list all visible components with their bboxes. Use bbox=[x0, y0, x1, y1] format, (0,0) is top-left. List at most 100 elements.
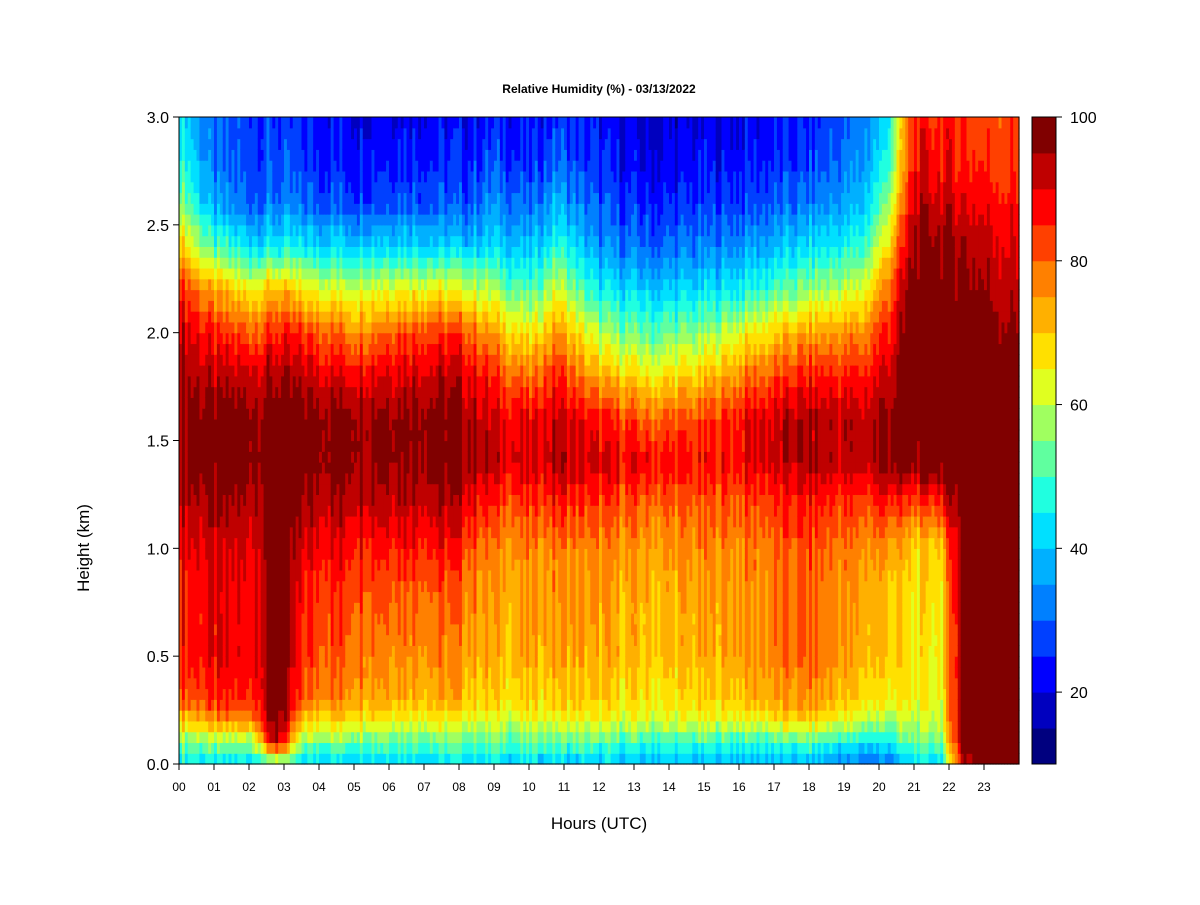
heatmap-cell bbox=[298, 569, 303, 582]
heatmap-cell bbox=[307, 602, 311, 614]
heatmap-cell bbox=[260, 569, 265, 582]
heatmap-cell bbox=[181, 408, 186, 420]
heatmap-cell bbox=[208, 742, 212, 754]
heatmap-cell bbox=[228, 278, 233, 291]
heatmap-cell bbox=[292, 731, 297, 744]
heatmap-cell bbox=[286, 526, 291, 539]
heatmap-cell bbox=[214, 656, 218, 668]
heatmap-cell bbox=[249, 753, 253, 765]
heatmap-cell bbox=[269, 343, 273, 355]
heatmap-cell bbox=[269, 483, 273, 496]
heatmap-cell bbox=[181, 354, 186, 366]
heatmap-cell bbox=[304, 311, 308, 323]
heatmap-cell bbox=[240, 451, 244, 463]
heatmap-cell bbox=[292, 278, 297, 291]
heatmap-cell bbox=[243, 537, 247, 549]
heatmap-cell bbox=[284, 710, 288, 722]
heatmap-cell bbox=[208, 494, 212, 506]
heatmap-cell bbox=[289, 559, 294, 571]
heatmap-cell bbox=[304, 170, 308, 183]
heatmap-cell bbox=[257, 365, 262, 377]
heatmap-cell bbox=[254, 343, 259, 355]
heatmap-cell bbox=[228, 483, 233, 496]
heatmap-cell bbox=[190, 354, 195, 366]
heatmap-cell bbox=[316, 429, 320, 442]
heatmap-cell bbox=[275, 397, 279, 409]
heatmap-cell bbox=[307, 559, 311, 571]
heatmap-cell bbox=[254, 170, 259, 183]
heatmap-cell bbox=[199, 365, 203, 377]
heatmap-cell bbox=[281, 613, 285, 625]
heatmap-cell bbox=[292, 127, 297, 140]
heatmap-cell bbox=[284, 559, 288, 571]
heatmap-cell bbox=[275, 321, 279, 334]
heatmap-cell bbox=[263, 710, 268, 722]
heatmap-cell bbox=[301, 591, 306, 603]
heatmap-cell bbox=[214, 138, 218, 150]
heatmap-cell bbox=[260, 602, 265, 614]
heatmap-cell bbox=[196, 710, 201, 722]
heatmap-cell bbox=[275, 688, 279, 700]
heatmap-cell bbox=[249, 483, 253, 496]
heatmap-cell bbox=[289, 602, 294, 614]
heatmap-cell bbox=[313, 505, 317, 517]
heatmap-cell bbox=[272, 214, 276, 226]
heatmap-cell bbox=[202, 429, 206, 442]
heatmap-cell bbox=[295, 677, 300, 690]
heatmap-cell bbox=[240, 580, 244, 593]
heatmap-cell bbox=[199, 634, 203, 646]
heatmap-cell bbox=[214, 440, 218, 452]
heatmap-cell bbox=[237, 375, 241, 388]
heatmap-cell bbox=[289, 117, 294, 129]
heatmap-cell bbox=[310, 451, 314, 463]
heatmap-cell bbox=[193, 321, 198, 334]
heatmap-cell bbox=[281, 408, 285, 420]
heatmap-cell bbox=[275, 526, 279, 539]
heatmap-cell bbox=[263, 666, 268, 679]
heatmap-cell bbox=[289, 462, 294, 474]
heatmap-cell bbox=[208, 289, 212, 301]
heatmap-cell bbox=[266, 677, 271, 690]
heatmap-cell bbox=[289, 710, 294, 722]
heatmap-cell bbox=[202, 623, 206, 636]
heatmap-cell bbox=[301, 300, 306, 312]
heatmap-cell bbox=[190, 645, 195, 657]
heatmap-cell bbox=[307, 634, 311, 646]
heatmap-cell bbox=[257, 192, 262, 204]
heatmap-cell bbox=[179, 710, 183, 722]
heatmap-cell bbox=[301, 656, 306, 668]
heatmap-cell bbox=[254, 289, 259, 301]
heatmap-cell bbox=[284, 149, 288, 161]
heatmap-cell bbox=[272, 321, 276, 334]
heatmap-cell bbox=[199, 149, 203, 161]
heatmap-cell bbox=[190, 300, 195, 312]
heatmap-cell bbox=[202, 386, 206, 398]
heatmap-cell bbox=[301, 666, 306, 679]
heatmap-cell bbox=[254, 311, 259, 323]
heatmap-cell bbox=[211, 742, 215, 754]
heatmap-cell bbox=[304, 699, 308, 711]
heatmap-cell bbox=[292, 677, 297, 690]
heatmap-cell bbox=[208, 515, 212, 528]
heatmap-cell bbox=[214, 742, 218, 754]
heatmap-cell bbox=[181, 710, 186, 722]
heatmap-cell bbox=[237, 451, 241, 463]
heatmap-cell bbox=[196, 246, 201, 258]
heatmap-cell bbox=[313, 289, 317, 301]
heatmap-cell bbox=[278, 526, 282, 539]
heatmap-cell bbox=[211, 408, 215, 420]
heatmap-cell bbox=[301, 526, 306, 539]
heatmap-cell bbox=[310, 483, 314, 496]
heatmap-cell bbox=[310, 289, 314, 301]
heatmap-cell bbox=[286, 160, 291, 172]
heatmap-cell bbox=[292, 192, 297, 204]
heatmap-cell bbox=[307, 613, 311, 625]
heatmap-cell bbox=[260, 224, 265, 237]
heatmap-cell bbox=[298, 720, 303, 733]
heatmap-cell bbox=[301, 569, 306, 582]
heatmap-cell bbox=[214, 623, 218, 636]
heatmap-cell bbox=[275, 440, 279, 452]
heatmap-cell bbox=[190, 462, 195, 474]
heatmap-cell bbox=[211, 192, 215, 204]
heatmap-cell bbox=[246, 321, 250, 334]
